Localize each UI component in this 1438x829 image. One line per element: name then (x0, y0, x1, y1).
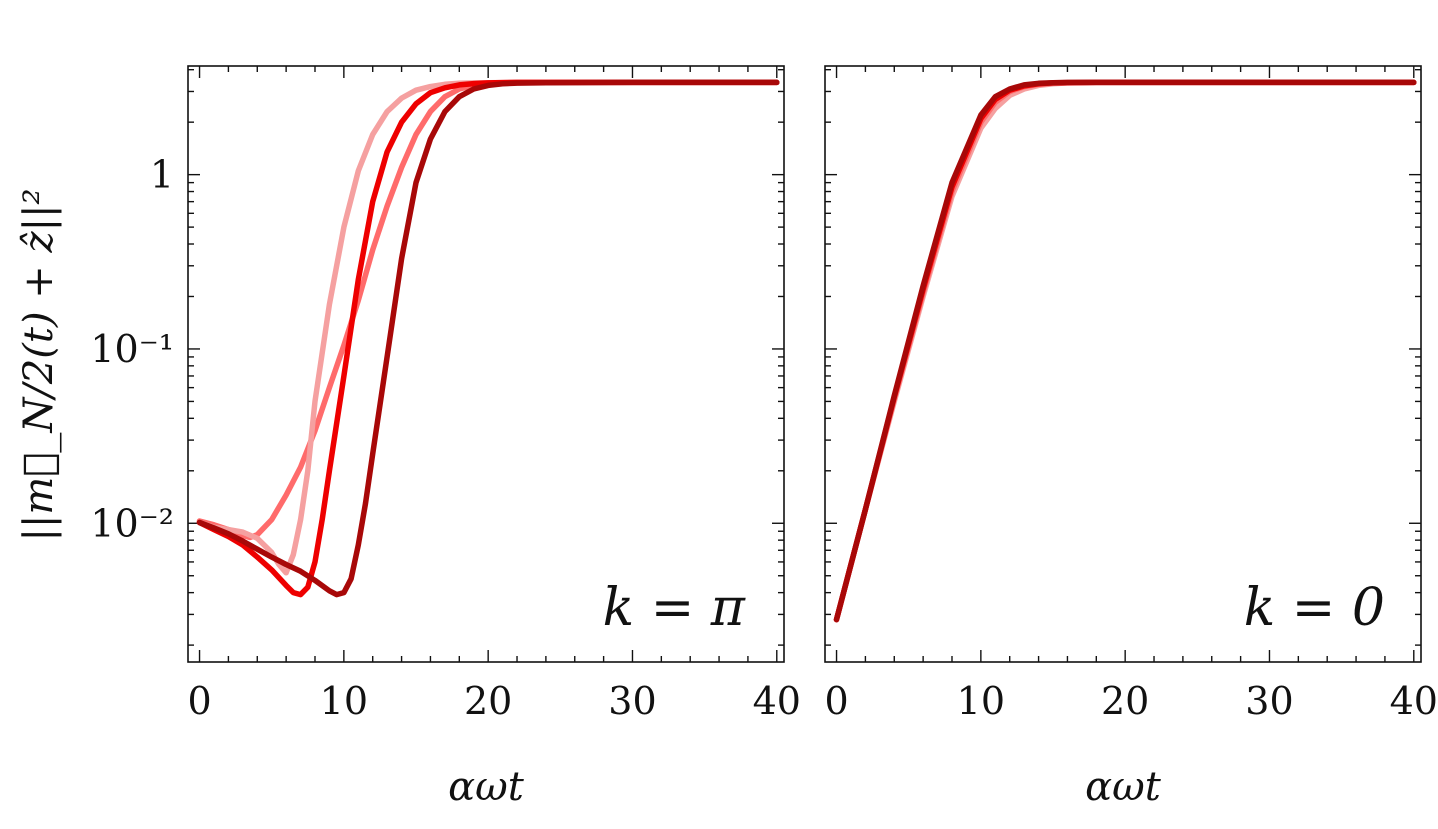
panel-k-pi: ||m⃗_N/2(t) + ẑ||² 1 10⁻¹ 10⁻² 0 10 20 30 40 k… (16, 65, 801, 810)
x-axis-title-right: αωt (1085, 764, 1162, 810)
x-tick-label: 30 (608, 679, 656, 723)
x-tick-labels-left: 0 10 20 30 40 (187, 679, 801, 723)
series-lines-left (196, 79, 780, 598)
series-line-1 (833, 79, 1417, 623)
x-tick-label: 20 (464, 679, 512, 723)
x-tick-label: 0 (824, 679, 848, 723)
x-tick-label: 10 (320, 679, 368, 723)
panel-k-0: 0 10 20 30 40 k = 0 αωt (824, 65, 1438, 810)
ticks-left (188, 66, 784, 662)
series-line-4 (833, 79, 1417, 623)
plot-frame-right (824, 65, 1422, 663)
x-tick-label: 0 (187, 679, 211, 723)
x-tick-labels-right: 0 10 20 30 40 (824, 679, 1438, 723)
ticks-right (825, 66, 1421, 662)
x-tick-label: 30 (1245, 679, 1293, 723)
annotation-k-pi: k = π (603, 578, 746, 638)
series-line-3 (833, 79, 1417, 623)
series-line-1 (196, 79, 780, 541)
x-tick-label: 40 (753, 679, 801, 723)
annotation-k-0: k = 0 (1244, 578, 1385, 638)
y-tick-label: 10⁻² (90, 501, 174, 545)
series-line-2 (833, 79, 1417, 623)
y-axis-title: ||m⃗_N/2(t) + ẑ||² (16, 188, 62, 541)
y-tick-label: 10⁻¹ (90, 327, 174, 371)
series-lines-right (833, 79, 1417, 623)
series-line-3 (196, 79, 780, 598)
series-line-4 (196, 79, 780, 598)
plot-frame-left (187, 65, 785, 663)
x-axis-title-left: αωt (448, 764, 525, 810)
x-tick-label: 40 (1390, 679, 1438, 723)
x-tick-label: 20 (1101, 679, 1149, 723)
y-tick-labels-left: 1 10⁻¹ 10⁻² (90, 153, 174, 546)
y-tick-label: 1 (150, 153, 174, 197)
x-tick-label: 10 (957, 679, 1005, 723)
